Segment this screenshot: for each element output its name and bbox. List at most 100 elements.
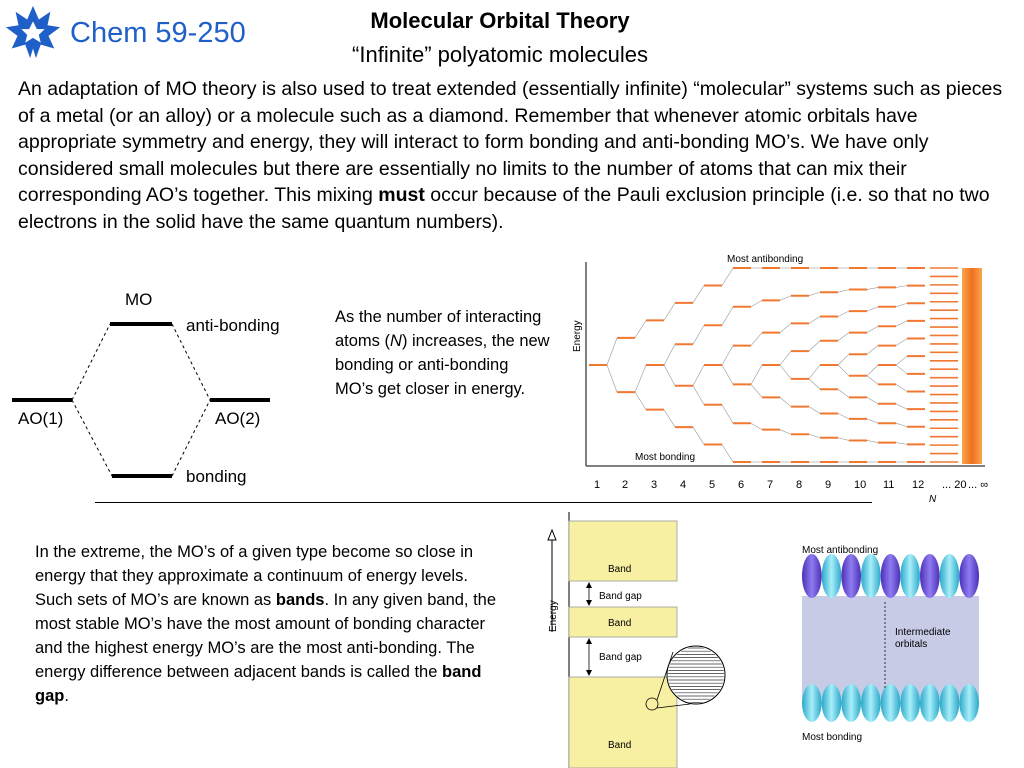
level-connector <box>721 267 734 286</box>
band-energy-label: Energy <box>548 600 559 632</box>
n-tick-label: 3 <box>651 479 657 491</box>
bands-paragraph: In the extreme, the MO’s of a given type… <box>35 540 510 708</box>
n-tick-label: ... 20 <box>942 479 966 491</box>
level-connector <box>895 320 908 327</box>
level-connector <box>837 437 850 441</box>
bands-text-2: . In any given band, the most stable MO’… <box>35 591 497 681</box>
n-increase-note: As the number of interacting atoms (N) i… <box>335 305 550 401</box>
n-tick-labels: 1 2 3 4 5 6 7 8 9 10 11 12... 20... ∞ <box>594 479 988 491</box>
bonding-lobe <box>880 684 901 722</box>
most-antibonding-label: Most antibonding <box>727 254 803 265</box>
page-subtitle: “Infinite” polyatomic molecules <box>352 42 648 67</box>
level-connector <box>837 332 850 341</box>
note-text-1: As the number of interacting atoms ( <box>335 308 542 350</box>
zoom-level-lines <box>668 647 724 703</box>
mo-label: MO <box>125 290 153 309</box>
most-bonding-label: Most bonding <box>635 452 695 463</box>
continuum-band <box>962 268 982 464</box>
page-title: Molecular Orbital Theory <box>370 8 630 33</box>
section-divider <box>95 502 872 503</box>
bands-text-1: In the extreme, the MO’s of a given type… <box>35 543 474 609</box>
level-connector <box>663 302 676 321</box>
middle-band-label: Band <box>608 618 631 629</box>
n-tick-label: ... ∞ <box>968 479 988 491</box>
bonding-lobe <box>939 684 960 722</box>
n-tick-label: 4 <box>680 479 686 491</box>
level-connector <box>750 364 763 385</box>
intermediate-label-1: Intermediate <box>895 627 951 638</box>
antibonding-lobe <box>880 554 901 598</box>
n-tick-label: 6 <box>738 479 744 491</box>
level-connector <box>808 340 821 352</box>
level-connector <box>837 354 850 366</box>
upper-band-label: Band <box>608 564 631 575</box>
band-gap-figure: Energy Band Band Band Band gap Band gap <box>547 512 726 768</box>
level-connector <box>866 418 879 424</box>
level-connector <box>692 285 705 304</box>
level-connector <box>606 364 618 393</box>
n-tick-label: 12 <box>912 479 924 491</box>
level-connector <box>750 384 763 398</box>
level-connector <box>634 392 647 410</box>
n-tick-label: 7 <box>767 479 773 491</box>
level-connector <box>606 337 618 366</box>
band-gap-bold: band gap <box>35 663 482 705</box>
level-connector <box>692 426 705 445</box>
n-tick-label: 10 <box>854 479 866 491</box>
bonding-lobe <box>920 684 940 722</box>
level-connector <box>721 404 734 424</box>
level-connector <box>808 433 821 439</box>
correlation-lines <box>71 323 211 477</box>
level-connector <box>663 344 676 366</box>
level-connector <box>866 306 879 312</box>
bonding-lobe <box>861 684 881 722</box>
level-connector <box>866 325 879 333</box>
course-title: Chem 59-250 <box>70 17 246 49</box>
bonding-lobe <box>802 684 822 722</box>
upper-band <box>568 520 678 582</box>
antibonding-lobe <box>959 554 979 598</box>
level-connector <box>808 291 821 297</box>
level-connector <box>837 389 850 398</box>
zoom-source-circle <box>645 697 659 711</box>
bands-text-3: . <box>64 687 69 705</box>
lower-band-label: Band <box>608 740 631 751</box>
n-axis-label: N <box>929 494 937 505</box>
level-connector <box>837 310 850 317</box>
level-connector <box>895 285 908 288</box>
n-tick-label: 5 <box>709 479 715 491</box>
antibonding-label: anti-bonding <box>186 316 280 335</box>
intro-text-2: occur because of the Pauli exclusion pri… <box>18 184 990 233</box>
level-connector <box>634 320 647 338</box>
level-connector <box>721 364 734 385</box>
energy-axis-label: Energy <box>572 320 583 352</box>
note-italic-n: N <box>390 332 402 350</box>
level-connector <box>895 302 908 308</box>
bands-bold: bands <box>275 591 325 609</box>
note-text-2: ) increases, the new bonding or anti-bon… <box>335 332 550 398</box>
lower-band-gap-label: Band gap <box>599 652 642 663</box>
bonding-lobe <box>959 684 979 722</box>
bonding-orbitals <box>802 684 979 722</box>
level-connector <box>779 295 792 301</box>
level-connector <box>692 385 705 405</box>
antibonding-lobe <box>920 554 940 598</box>
energy-level-lines <box>606 267 908 463</box>
antibonding-lobe <box>939 554 960 598</box>
antibonding-lobe <box>841 554 861 598</box>
ao2-label: AO(2) <box>215 409 261 428</box>
bonding-lobe <box>841 684 861 722</box>
level-connector <box>837 364 850 376</box>
n-tick-label: 9 <box>825 479 831 491</box>
level-connector <box>866 345 879 355</box>
level-connector <box>721 306 734 326</box>
level-connector <box>779 397 792 407</box>
level-connector <box>808 364 821 380</box>
level-connector <box>750 332 763 346</box>
level-connector <box>895 403 908 410</box>
antibonding-lobe <box>861 554 881 598</box>
bonding-lobe <box>821 684 842 722</box>
level-connector <box>895 364 908 375</box>
level-connector <box>895 338 908 346</box>
intermediate-label-2: orbitals <box>895 639 927 650</box>
